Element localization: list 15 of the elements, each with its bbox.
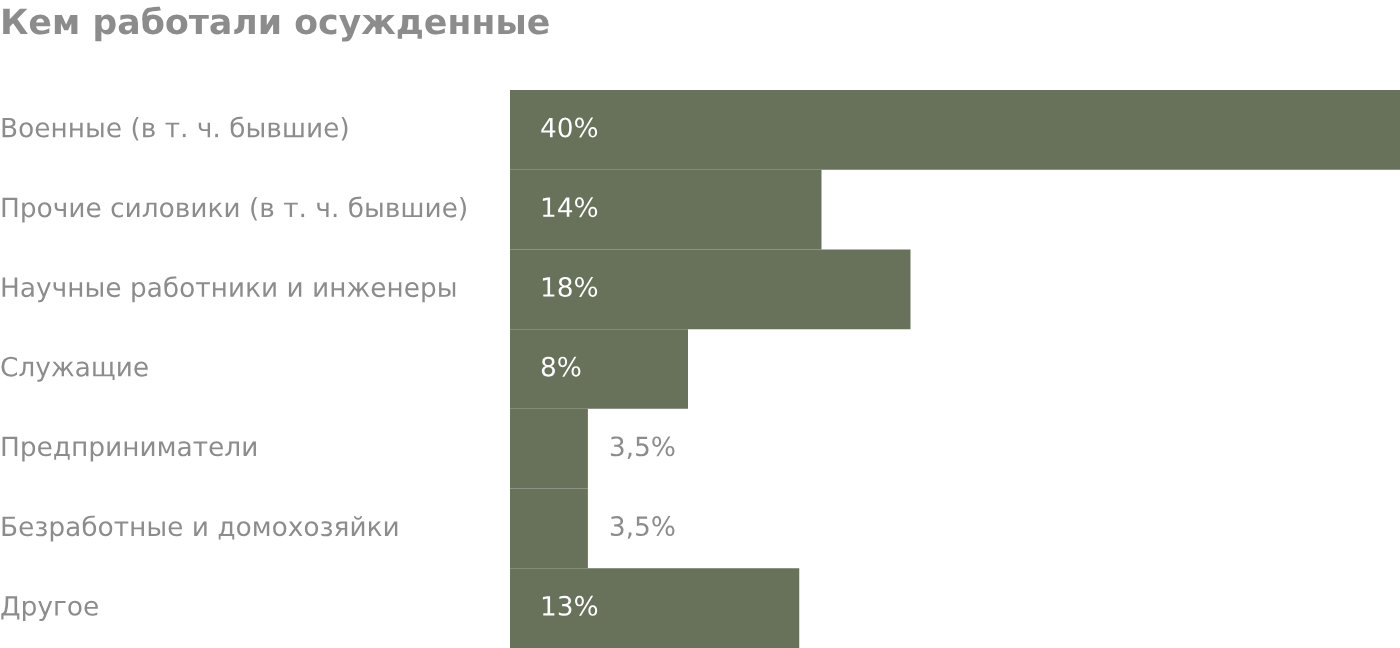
y-tick-label: Другое — [1, 596, 98, 621]
data-label: 14% — [542, 197, 598, 218]
y-tick-label: Научные работники и инженеры — [2, 276, 456, 303]
y-tick-label: Военные (в т. ч. бывшие) — [2, 116, 348, 141]
y-tick-label: Служащие — [1, 356, 148, 382]
data-label: 18% — [542, 276, 598, 297]
data-label: 13% — [542, 595, 598, 616]
chart-title: Кем работали осужденные — [3, 6, 549, 42]
data-label: 40% — [541, 117, 598, 138]
y-tick-label: Прочие силовики (в т. ч. бывшие) — [2, 196, 466, 223]
data-label: 3,5% — [610, 436, 675, 460]
data-label: 3,5% — [610, 516, 675, 539]
y-tick-label: Безработные и домохозяйки — [2, 515, 398, 542]
data-label: 8% — [541, 356, 581, 377]
y-tick-label: Предприниматели — [2, 436, 256, 462]
